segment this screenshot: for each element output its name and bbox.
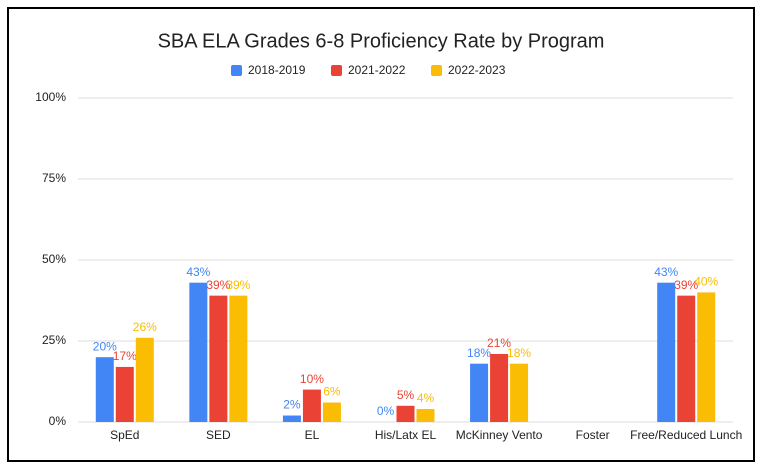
x-tick-label: Free/Reduced Lunch	[630, 428, 742, 442]
data-label: 43%	[186, 265, 210, 279]
data-label: 40%	[694, 275, 718, 289]
data-label: 26%	[133, 320, 157, 334]
bar	[209, 295, 228, 422]
legend-swatch	[231, 65, 242, 76]
bar	[470, 363, 489, 422]
data-label: 18%	[467, 346, 491, 360]
x-tick-label: EL	[305, 428, 320, 442]
legend-swatch	[331, 65, 342, 76]
data-label: 6%	[323, 385, 341, 399]
y-tick-label: 75%	[42, 171, 66, 185]
data-label: 5%	[397, 388, 415, 402]
bar	[490, 353, 509, 422]
legend-label: 2021-2022	[348, 63, 406, 77]
bar	[657, 282, 676, 422]
data-label: 39%	[674, 278, 698, 292]
data-label: 0%	[377, 404, 395, 418]
legend-label: 2022-2023	[448, 63, 506, 77]
x-tick-label: Foster	[576, 428, 610, 442]
bar	[396, 405, 415, 422]
y-tick-label: 100%	[35, 90, 66, 104]
bar	[510, 363, 529, 422]
legend-label: 2018-2019	[248, 63, 306, 77]
data-label: 17%	[113, 349, 137, 363]
data-label: 10%	[300, 372, 324, 386]
data-label: 18%	[507, 346, 531, 360]
bar	[697, 292, 716, 422]
x-tick-label: McKinney Vento	[456, 428, 543, 442]
data-label: 4%	[417, 391, 435, 405]
data-label: 39%	[206, 278, 230, 292]
y-tick-label: 0%	[49, 414, 67, 428]
x-tick-label: His/Latx EL	[375, 428, 437, 442]
bar	[416, 409, 435, 422]
chart-title: SBA ELA Grades 6-8 Proficiency Rate by P…	[158, 30, 605, 52]
bar	[322, 402, 341, 422]
x-tick-label: SED	[206, 428, 231, 442]
bar	[189, 282, 208, 422]
bar	[229, 295, 248, 422]
x-tick-label: SpEd	[110, 428, 139, 442]
bar	[677, 295, 696, 422]
data-label: 20%	[93, 339, 117, 353]
bar	[115, 366, 134, 422]
bar	[135, 337, 154, 422]
data-label: 43%	[654, 265, 678, 279]
y-tick-label: 50%	[42, 252, 66, 266]
data-label: 2%	[283, 398, 301, 412]
y-tick-label: 25%	[42, 333, 66, 347]
bar	[95, 357, 114, 422]
bar	[282, 415, 301, 422]
data-label: 21%	[487, 336, 511, 350]
bar	[302, 389, 321, 422]
data-label: 39%	[226, 278, 250, 292]
legend-swatch	[431, 65, 442, 76]
